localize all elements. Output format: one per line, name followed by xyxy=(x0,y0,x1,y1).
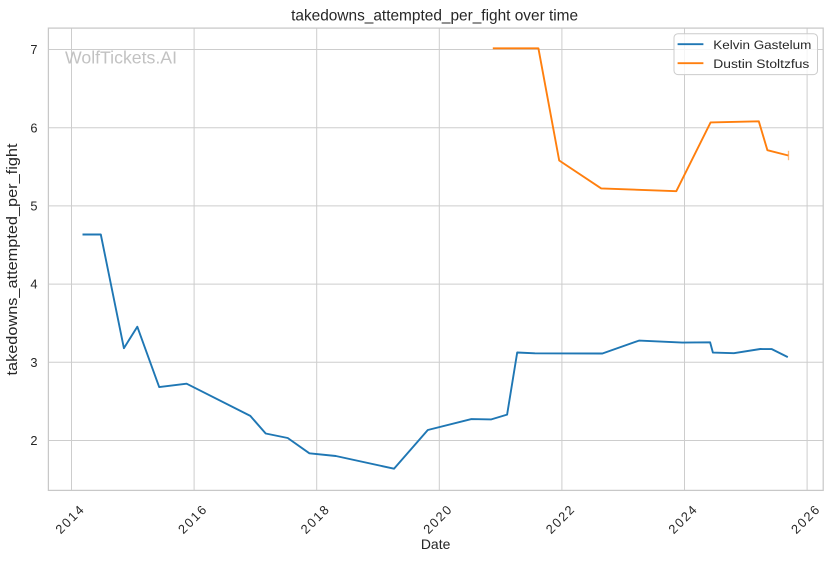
svg-text:3: 3 xyxy=(30,355,37,370)
svg-text:Date: Date xyxy=(421,537,451,552)
svg-text:2: 2 xyxy=(30,433,37,448)
svg-text:5: 5 xyxy=(30,199,37,214)
svg-text:7: 7 xyxy=(30,42,37,57)
svg-text:4: 4 xyxy=(30,277,37,292)
svg-text:Dustin Stoltzfus: Dustin Stoltzfus xyxy=(713,57,809,71)
svg-text:takedowns_attempted_per_fight: takedowns_attempted_per_fight xyxy=(5,143,21,375)
svg-text:takedowns_attempted_per_fight: takedowns_attempted_per_fight over time xyxy=(291,7,578,24)
svg-text:6: 6 xyxy=(30,120,37,135)
svg-text:WolfTickets.AI: WolfTickets.AI xyxy=(65,48,177,68)
svg-text:Kelvin Gastelum: Kelvin Gastelum xyxy=(713,38,811,52)
